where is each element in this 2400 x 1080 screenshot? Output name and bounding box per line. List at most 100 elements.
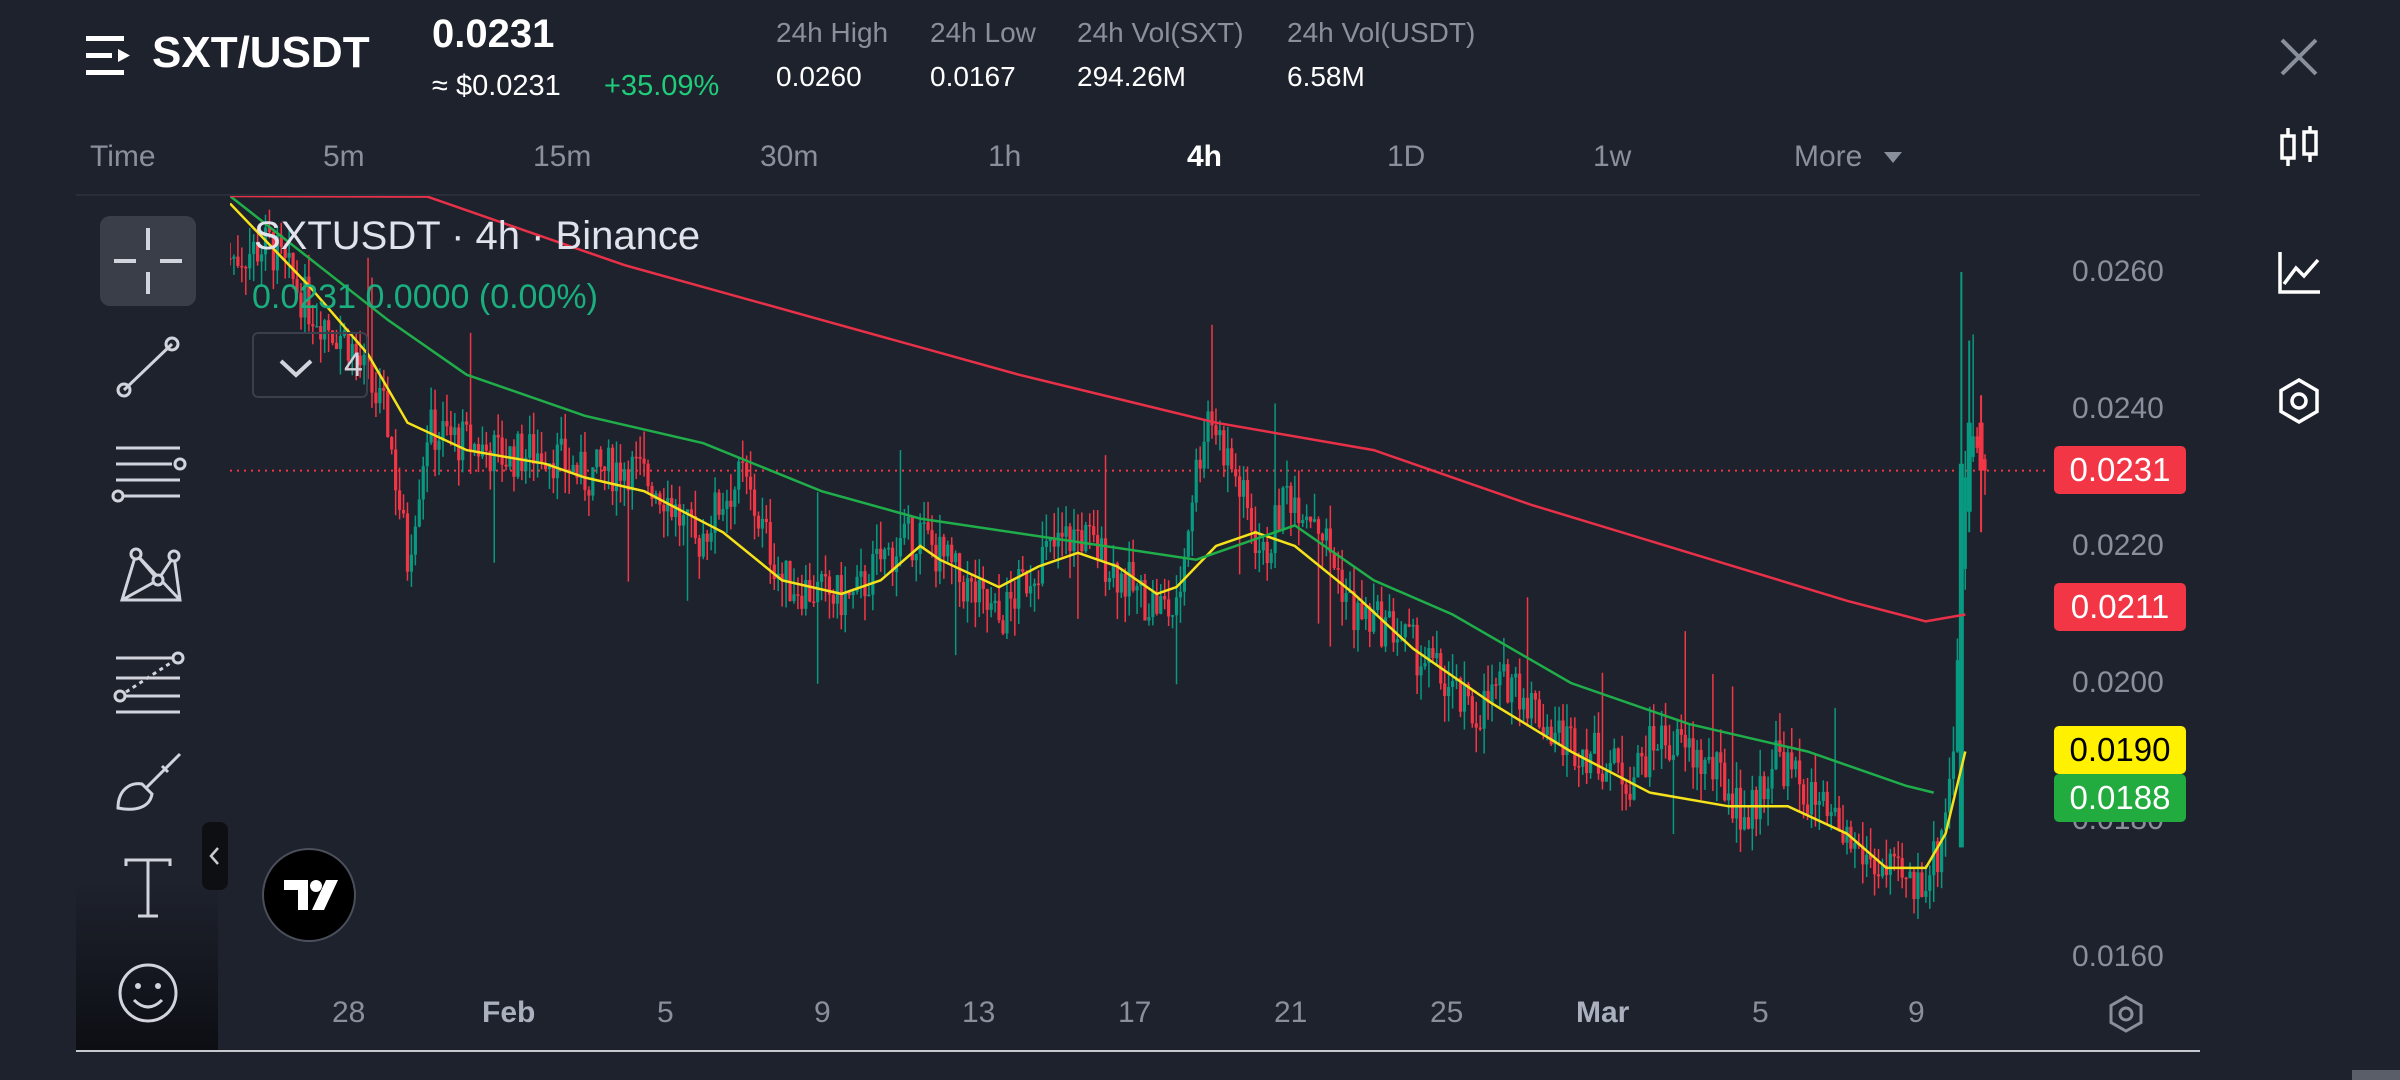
- candle-body: [421, 466, 425, 500]
- crosshair-tool[interactable]: [100, 216, 196, 306]
- candle-body: [997, 600, 1001, 621]
- candle-body: [965, 578, 970, 602]
- candle-body: [1376, 601, 1380, 611]
- candle-body: [768, 522, 772, 565]
- candle-body: [441, 421, 445, 441]
- tab-1d[interactable]: 1D: [1387, 140, 1426, 173]
- tab-5m[interactable]: 5m: [323, 140, 365, 173]
- text-tool[interactable]: [100, 842, 196, 932]
- hexagon-settings-icon[interactable]: [2274, 376, 2324, 426]
- x-tick-label: Mar: [1576, 996, 1630, 1029]
- pattern-tool[interactable]: [100, 530, 196, 620]
- candle-body: [1912, 871, 1916, 900]
- candles-icon[interactable]: [2274, 122, 2324, 172]
- candle-body: [1798, 760, 1802, 785]
- tab-15m[interactable]: 15m: [533, 140, 592, 173]
- candle-body: [271, 232, 275, 271]
- candle-body: [1734, 787, 1739, 819]
- candle-body: [1742, 817, 1747, 830]
- candle-body: [1829, 812, 1833, 817]
- candle-body: [1482, 690, 1486, 729]
- candle-body: [1391, 611, 1396, 643]
- line-chart-icon[interactable]: [2274, 248, 2324, 298]
- candle-body: [1202, 441, 1206, 469]
- candle-body: [599, 449, 603, 467]
- candle-body: [1770, 768, 1774, 789]
- candle-body: [1013, 598, 1017, 609]
- candle-body: [256, 241, 260, 262]
- fib-tool[interactable]: [100, 634, 196, 724]
- tab-4h[interactable]: 4h: [1187, 140, 1223, 173]
- emoji-tool[interactable]: [100, 948, 196, 1038]
- pair-title[interactable]: SXT/USDT: [152, 28, 370, 77]
- candle-body: [394, 449, 398, 491]
- indicators-toggle[interactable]: 4: [252, 332, 368, 398]
- candle-body: [295, 278, 299, 293]
- candle-body: [1533, 692, 1538, 700]
- candle-body: [1443, 683, 1447, 697]
- tab-1w[interactable]: 1w: [1593, 140, 1632, 173]
- candle-body: [1880, 865, 1885, 877]
- collapse-toolbar-handle[interactable]: [202, 822, 228, 890]
- candle-body: [1309, 516, 1313, 522]
- candle-body: [977, 579, 981, 603]
- candle-body: [1869, 854, 1873, 860]
- candle-body: [843, 592, 847, 616]
- candle-body: [1541, 727, 1545, 736]
- candle-body: [646, 463, 650, 487]
- brush-tool[interactable]: [100, 738, 196, 828]
- horizontal-lines-tool[interactable]: [100, 426, 196, 516]
- candle-body: [390, 437, 394, 450]
- candle-body: [330, 330, 335, 343]
- candle-body: [689, 509, 694, 516]
- candle-body: [1510, 677, 1514, 703]
- tab-1h[interactable]: 1h: [988, 140, 1022, 173]
- candle-body: [752, 489, 757, 516]
- candle-body: [1265, 541, 1269, 564]
- chart-title: SXTUSDT · 4h · Binance: [254, 214, 701, 258]
- candle-body: [954, 553, 958, 563]
- candle-body: [1462, 684, 1467, 712]
- candle-body: [930, 530, 934, 545]
- tab-more[interactable]: More: [1794, 140, 1863, 173]
- trend-line-tool[interactable]: [100, 322, 196, 412]
- candle-body: [1383, 617, 1388, 647]
- candle-body: [326, 320, 331, 331]
- candle-body: [1490, 684, 1494, 703]
- candle-body: [1099, 538, 1104, 561]
- candle-body: [425, 442, 429, 467]
- candle-body: [1790, 752, 1794, 770]
- candle-body: [729, 500, 733, 507]
- candle-body: [1281, 487, 1285, 531]
- candle-body: [1032, 583, 1037, 587]
- candle-body: [1009, 591, 1013, 599]
- candle-body: [429, 409, 433, 443]
- candle-body: [386, 390, 390, 438]
- candle-body: [579, 451, 583, 478]
- candle-body: [397, 490, 402, 510]
- tab-time[interactable]: Time: [90, 140, 156, 173]
- menu-icon[interactable]: [86, 34, 132, 78]
- candle-body: [1277, 505, 1281, 531]
- chevron-down-icon[interactable]: [1884, 152, 1902, 163]
- candle-body: [1372, 610, 1376, 632]
- candle-body: [1021, 569, 1025, 572]
- candle-body: [1738, 787, 1743, 830]
- candle-body: [362, 354, 366, 366]
- candle-body: [1782, 752, 1786, 787]
- candle-body: [1750, 789, 1754, 829]
- candle-body: [1048, 537, 1052, 542]
- candle-body: [1888, 853, 1892, 875]
- candle-body: [1407, 624, 1411, 627]
- candle-body: [1624, 784, 1628, 794]
- candle-body: [831, 594, 836, 604]
- resize-handle[interactable]: [2352, 1070, 2400, 1080]
- tradingview-logo[interactable]: [262, 848, 356, 942]
- candle-body: [1387, 611, 1392, 618]
- x-tick-label: 17: [1118, 996, 1152, 1029]
- close-icon[interactable]: [2276, 34, 2322, 80]
- candle-body: [890, 547, 895, 573]
- tab-30m[interactable]: 30m: [760, 140, 819, 173]
- chart-settings-icon[interactable]: [2106, 994, 2146, 1034]
